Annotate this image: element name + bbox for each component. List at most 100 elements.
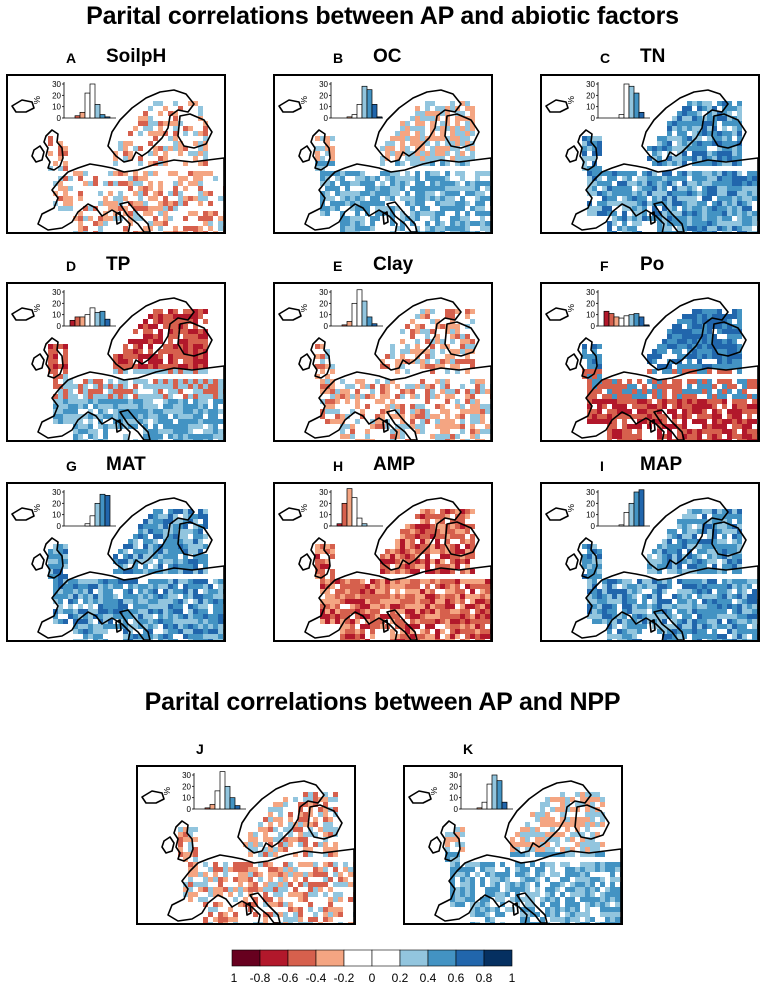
grid-cell [455, 161, 460, 166]
grid-cell [208, 171, 213, 176]
grid-cell [435, 534, 440, 539]
grid-cell [430, 309, 435, 314]
grid-cell [345, 594, 350, 599]
grid-cell [173, 369, 178, 374]
grid-cell [445, 434, 450, 439]
grid-cell [188, 619, 193, 624]
grid-cell [707, 314, 712, 319]
grid-cell [707, 634, 712, 639]
grid-cell [400, 404, 405, 409]
grid-cell [722, 231, 727, 232]
grid-cell [475, 196, 480, 201]
grid-cell [138, 624, 143, 629]
grid-cell [722, 176, 727, 181]
grid-cell [78, 424, 83, 429]
grid-cell [435, 569, 440, 574]
grid-cell [148, 604, 153, 609]
grid-cell [375, 186, 380, 191]
grid-cell [390, 414, 395, 419]
grid-cell [702, 116, 707, 121]
grid-cell [315, 364, 320, 369]
grid-cell [455, 404, 460, 409]
grid-cell [475, 579, 480, 584]
grid-cell [193, 614, 198, 619]
grid-cell [143, 424, 148, 429]
grid-cell [652, 176, 657, 181]
grid-cell [702, 349, 707, 354]
grid-cell [717, 539, 722, 544]
grid-cell [78, 231, 83, 232]
grid-cell [48, 151, 53, 156]
grid-cell [707, 424, 712, 429]
grid-cell [360, 624, 365, 629]
grid-cell [617, 414, 622, 419]
grid-cell [657, 554, 662, 559]
grid-cell [123, 344, 128, 349]
grid-cell [380, 186, 385, 191]
grid-cell [752, 599, 757, 604]
grid-cell [727, 181, 732, 186]
grid-cell [395, 359, 400, 364]
grid-cell [440, 529, 445, 534]
grid-cell [340, 579, 345, 584]
grid-cell [63, 619, 68, 624]
grid-cell [168, 231, 173, 232]
grid-cell [440, 339, 445, 344]
grid-cell [58, 166, 63, 171]
grid-cell [108, 599, 113, 604]
grid-cell [163, 639, 168, 640]
grid-cell [188, 404, 193, 409]
grid-cell [193, 424, 198, 429]
grid-cell [88, 409, 93, 414]
grid-cell [737, 589, 742, 594]
grid-cell [445, 614, 450, 619]
histogram-bar [69, 319, 76, 327]
grid-cell [325, 171, 330, 176]
grid-cell [622, 181, 627, 186]
grid-cell [682, 434, 687, 439]
grid-cell [602, 609, 607, 614]
grid-cell [737, 161, 742, 166]
grid-cell [78, 629, 83, 634]
grid-cell [420, 564, 425, 569]
grid-cell [158, 604, 163, 609]
grid-cell [425, 349, 430, 354]
grid-cell [687, 319, 692, 324]
grid-cell [672, 136, 677, 141]
grid-cell [707, 529, 712, 534]
grid-cell [163, 429, 168, 434]
grid-cell [148, 186, 153, 191]
grid-cell [63, 419, 68, 424]
grid-cell [470, 394, 475, 399]
grid-cell [470, 579, 475, 584]
grid-cell [677, 171, 682, 176]
grid-cell [153, 206, 158, 211]
grid-cell [727, 584, 732, 589]
grid-cell [188, 584, 193, 589]
grid-cell [425, 419, 430, 424]
grid-cell [682, 121, 687, 126]
grid-cell [375, 216, 380, 221]
coastline [107, 497, 195, 571]
grid-cell [340, 196, 345, 201]
grid-cell [365, 594, 370, 599]
grid-cell [395, 594, 400, 599]
grid-cell [193, 324, 198, 329]
grid-cell [53, 344, 58, 349]
grid-cell [330, 409, 335, 414]
grid-cell [717, 409, 722, 414]
grid-cell [430, 514, 435, 519]
grid-cell [637, 579, 642, 584]
grid-cell [667, 579, 672, 584]
grid-cell [198, 559, 203, 564]
grid-cell [133, 579, 138, 584]
grid-cell [455, 619, 460, 624]
grid-cell [183, 614, 188, 619]
grid-cell [98, 226, 103, 231]
grid-cell [193, 639, 198, 640]
grid-cell [173, 146, 178, 151]
grid-cell [697, 629, 702, 634]
grid-cell [213, 389, 218, 394]
grid-cell [88, 419, 93, 424]
